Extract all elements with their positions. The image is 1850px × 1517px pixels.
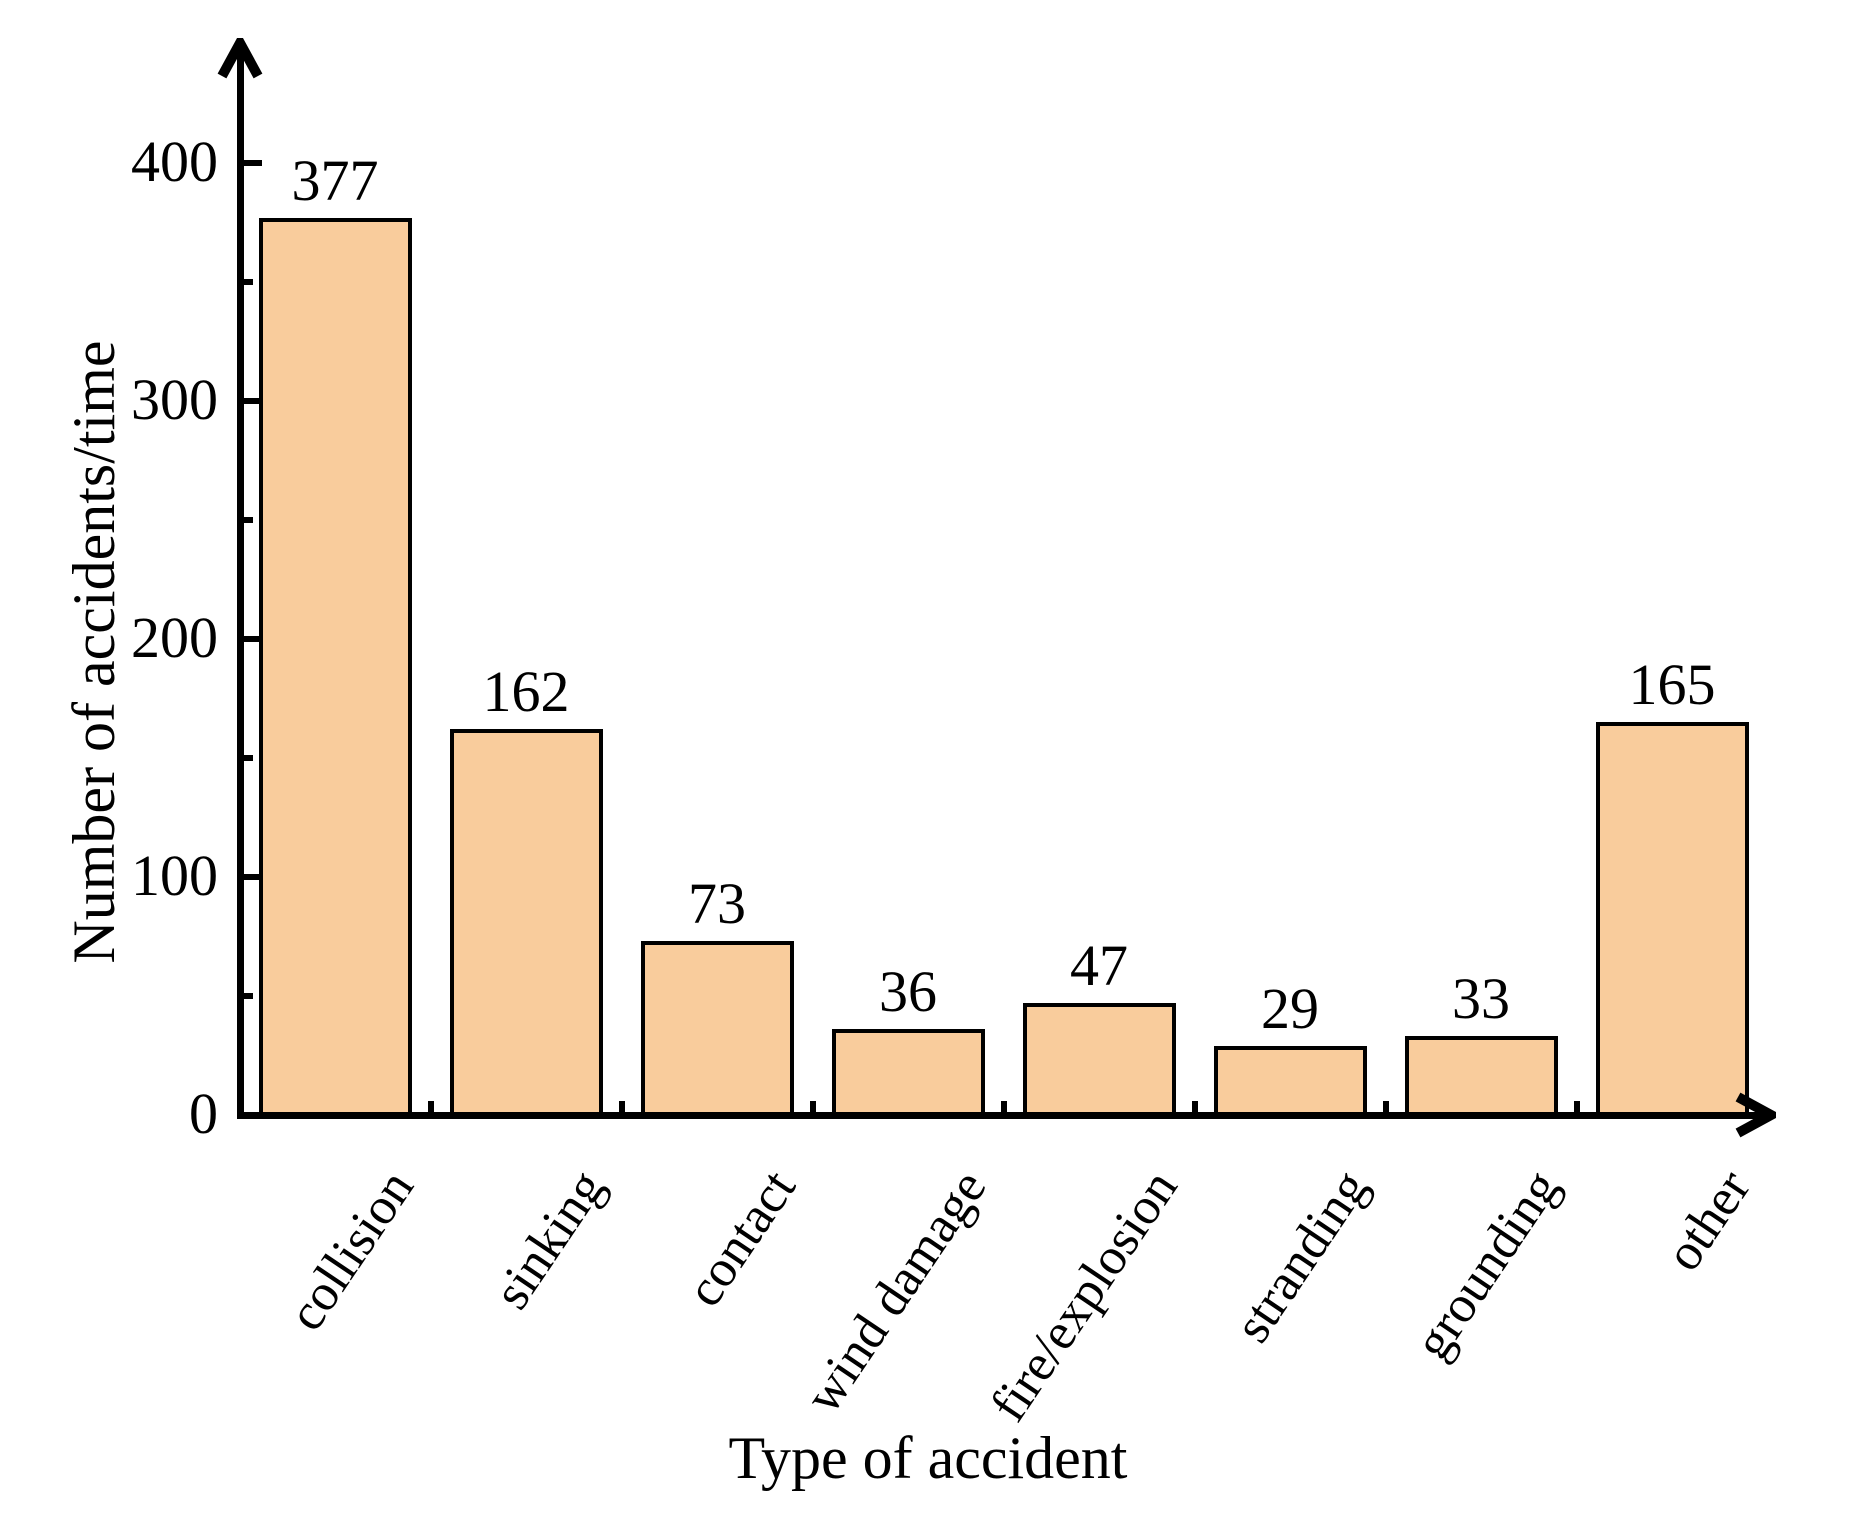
x-category-label: wind damage xyxy=(794,1160,998,1424)
y-minor-tick xyxy=(240,279,253,285)
x-between-tick xyxy=(618,1101,625,1115)
x-between-tick xyxy=(1000,1101,1007,1115)
y-axis-title: Number of accidents/time xyxy=(61,340,127,964)
x-axis-line xyxy=(236,1111,1762,1119)
x-category-label: fire/explosion xyxy=(980,1160,1189,1432)
x-category-label: sinking xyxy=(482,1160,616,1320)
y-major-tick xyxy=(240,398,262,404)
y-minor-tick xyxy=(240,993,253,999)
bar-contact xyxy=(640,941,794,1118)
x-category-label: contact xyxy=(675,1160,807,1317)
y-major-tick xyxy=(240,636,262,642)
x-category-label: grounding xyxy=(1403,1160,1571,1370)
bar-value-label: 33 xyxy=(1452,966,1510,1032)
y-minor-tick xyxy=(240,517,253,523)
x-between-tick xyxy=(1191,1101,1198,1115)
x-category-label: stranding xyxy=(1224,1160,1380,1353)
bar-sinking xyxy=(449,729,603,1118)
x-axis-title: Type of accident xyxy=(728,1425,1128,1491)
x-category-label: other xyxy=(1654,1160,1762,1281)
bar-other xyxy=(1595,722,1749,1118)
y-tick-label: 100 xyxy=(131,842,218,908)
bar-value-label: 36 xyxy=(879,959,937,1025)
bar-value-label: 73 xyxy=(688,871,746,937)
y-tick-label: 400 xyxy=(131,128,218,194)
bar-grounding xyxy=(1404,1036,1558,1118)
y-major-tick xyxy=(240,874,262,880)
bar-value-label: 47 xyxy=(1070,933,1128,999)
y-axis-arrow-icon xyxy=(217,38,263,79)
x-between-tick xyxy=(1573,1101,1580,1115)
y-tick-label: 0 xyxy=(189,1080,218,1146)
bar-value-label: 377 xyxy=(291,147,379,213)
bar-collision xyxy=(258,217,412,1118)
bar-value-label: 162 xyxy=(482,659,570,725)
bar-wind-damage xyxy=(831,1029,985,1118)
bar-fire-explosion xyxy=(1022,1003,1176,1118)
bar-stranding xyxy=(1213,1045,1367,1118)
y-tick-label: 200 xyxy=(131,604,218,670)
y-axis-line xyxy=(236,46,244,1119)
x-category-label: collision xyxy=(277,1160,425,1341)
x-between-tick xyxy=(1382,1101,1389,1115)
bar-value-label: 29 xyxy=(1261,975,1319,1041)
y-tick-label: 300 xyxy=(131,366,218,432)
y-minor-tick xyxy=(240,755,253,761)
x-between-tick xyxy=(809,1101,816,1115)
x-between-tick xyxy=(427,1101,434,1115)
y-major-tick xyxy=(240,160,262,166)
bar-value-label: 165 xyxy=(1628,652,1716,718)
x-axis-arrow-icon xyxy=(1735,1092,1776,1138)
